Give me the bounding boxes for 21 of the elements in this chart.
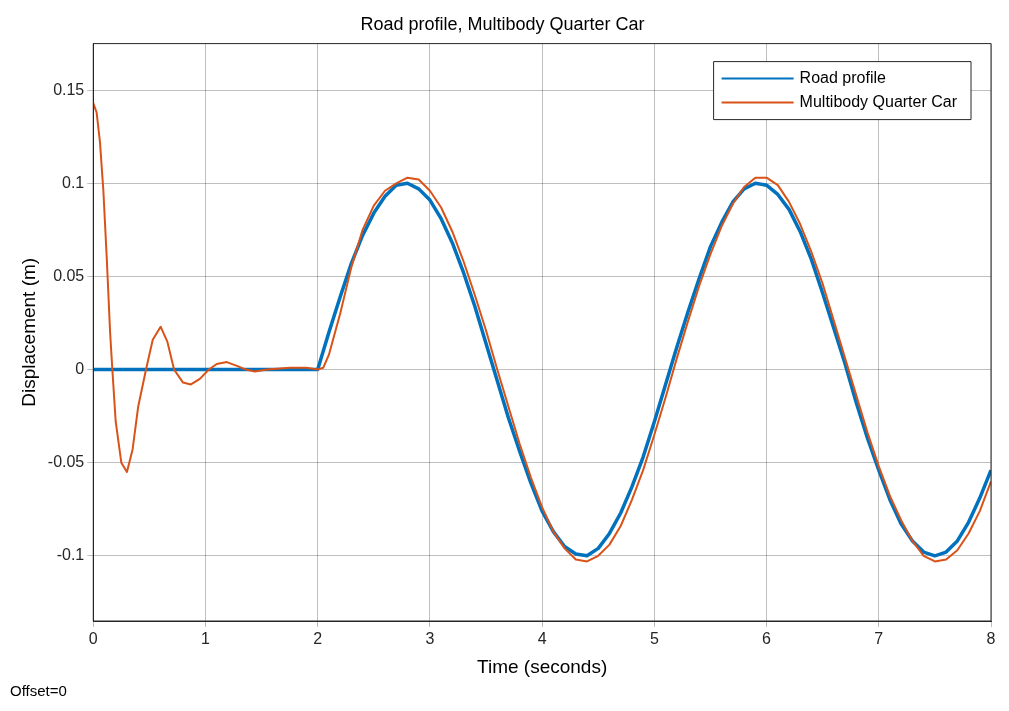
x-tick-label: 4 [537, 630, 547, 648]
x-tick-label: 3 [425, 630, 435, 648]
y-tick-label: -0.1 [56, 546, 85, 564]
x-tick-label: 8 [986, 630, 996, 648]
y-tick-label: 0.1 [62, 173, 85, 191]
chart-title: Road profile, Multibody Quarter Car [360, 13, 645, 34]
x-tick-label: 2 [313, 630, 323, 648]
legend-label: Multibody Quarter Car [799, 93, 958, 111]
x-tick-label: 7 [874, 630, 884, 648]
y-tick-label: -0.05 [47, 453, 85, 471]
x-tick-label: 0 [88, 630, 98, 648]
x-tick-label: 1 [201, 630, 211, 648]
y-axis-title: Displacement (m) [17, 257, 39, 407]
x-tick-label: 6 [762, 630, 772, 648]
y-tick-label: 0 [75, 359, 85, 377]
y-tick-label: 0.15 [53, 80, 85, 98]
x-axis-title: Time (seconds) [477, 655, 608, 677]
x-tick-label: 5 [649, 630, 659, 648]
text: Offset=0 [10, 681, 67, 699]
legend-label: Road profile [799, 69, 886, 87]
y-tick-label: 0.05 [53, 266, 85, 284]
